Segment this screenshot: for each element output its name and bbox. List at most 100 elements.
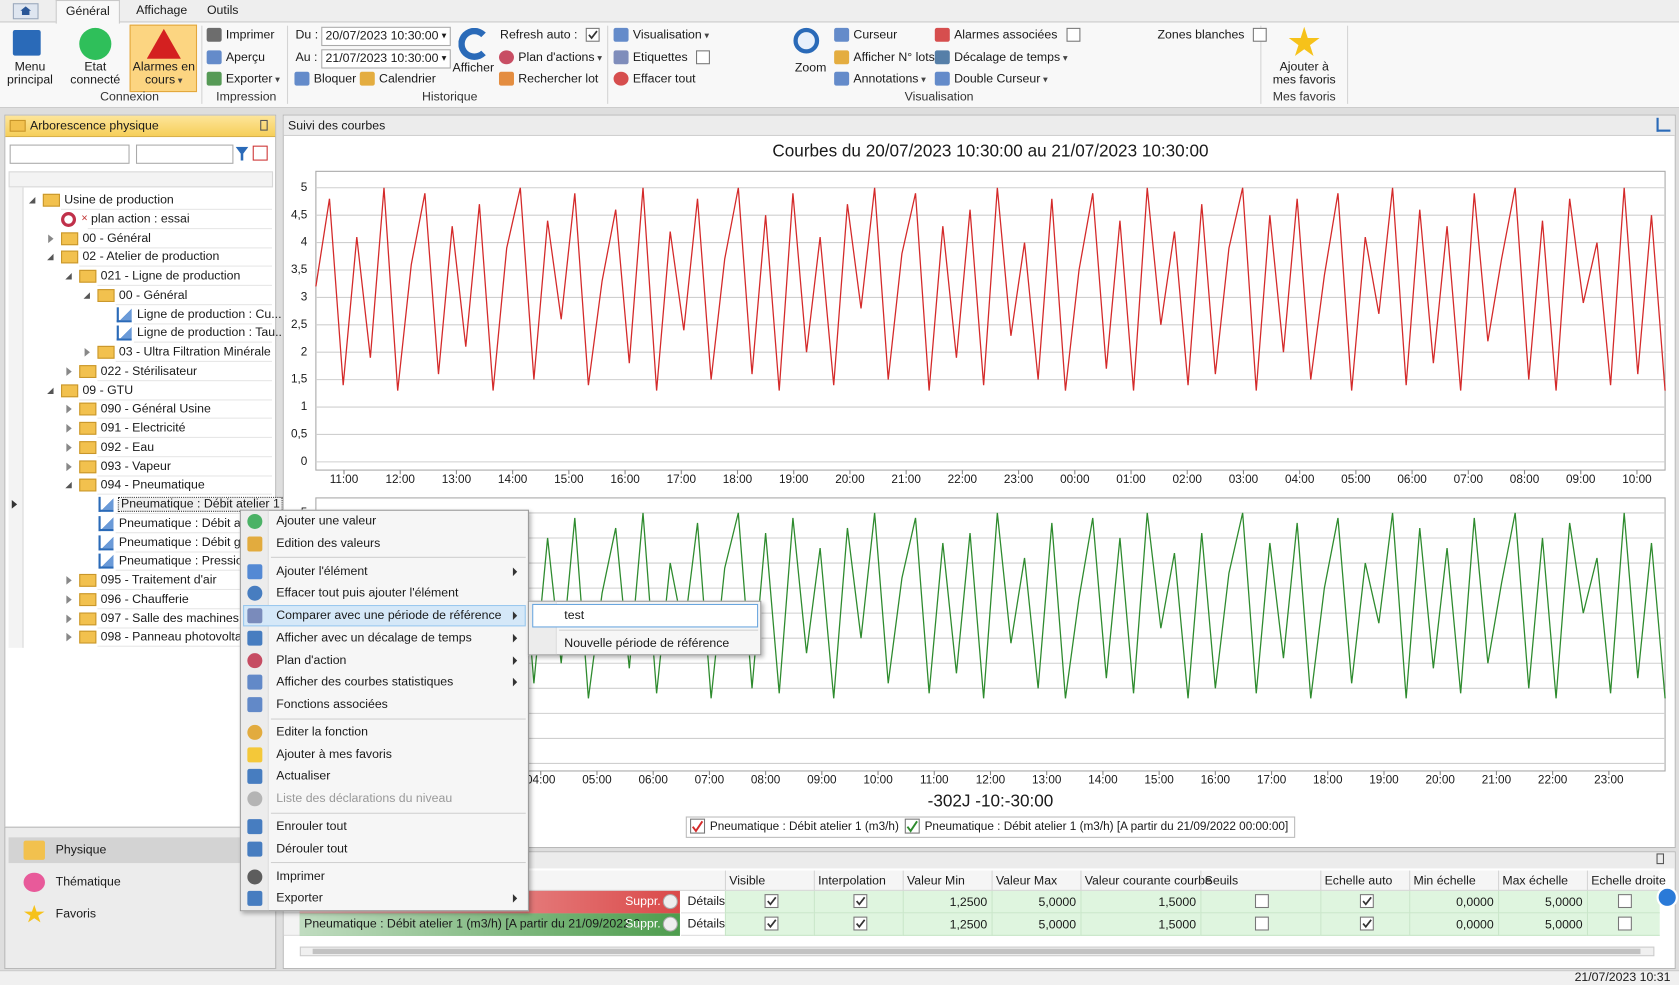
menu-item[interactable]: Editer la fonction: [276, 725, 369, 739]
tree-node[interactable]: 021 - Ligne de production: [100, 269, 241, 283]
tree-expander[interactable]: [48, 233, 54, 243]
menu-item[interactable]: Edition des valeurs: [276, 537, 381, 551]
ribbon-button[interactable]: Effacer tout: [632, 72, 696, 86]
delete-button[interactable]: Suppr.: [625, 895, 661, 909]
ribbon-button[interactable]: Visualisation: [633, 29, 709, 42]
tree-expander[interactable]: [66, 633, 72, 642]
checkbox[interactable]: [764, 894, 778, 909]
date-input[interactable]: 21/07/2023 10:30:00 ▾: [321, 49, 451, 69]
menu-item[interactable]: Comparer avec une période de référence: [276, 609, 502, 623]
ribbon-button[interactable]: Refresh auto :: [500, 28, 578, 42]
tree-expander[interactable]: [66, 424, 72, 433]
nav-item[interactable]: Physique: [55, 843, 107, 857]
tree-expander[interactable]: [65, 273, 72, 280]
ribbon-button[interactable]: Ajouter à mes favoris: [1272, 61, 1336, 87]
ribbon-button[interactable]: Alarmes associées: [954, 28, 1058, 42]
tree-node[interactable]: Pneumatique : Pression g: [118, 554, 260, 568]
tree-expander[interactable]: [66, 595, 72, 604]
filter-combo[interactable]: [9, 144, 130, 164]
ribbon-tab[interactable]: Outils: [206, 4, 239, 18]
tree-node[interactable]: Ligne de production : Cu...: [137, 307, 282, 321]
tree-expander[interactable]: [47, 387, 54, 394]
tree-node[interactable]: 00 - Général: [118, 288, 188, 302]
tree-node[interactable]: 03 - Ultra Filtration Minérale: [118, 345, 271, 359]
menu-item[interactable]: Imprimer: [276, 870, 325, 884]
tree-node[interactable]: Usine de production: [64, 193, 174, 207]
menu-item[interactable]: Actualiser: [276, 770, 331, 784]
tree-node[interactable]: 094 - Pneumatique: [100, 478, 205, 492]
tree-node[interactable]: 090 - Général Usine: [100, 402, 211, 416]
tree-expander[interactable]: [66, 367, 72, 376]
details-button[interactable]: Détails: [681, 913, 725, 936]
ribbon-button[interactable]: Zones blanches: [1157, 28, 1245, 42]
checkbox[interactable]: [1252, 27, 1267, 42]
tree-expander[interactable]: [65, 482, 72, 489]
menu-item[interactable]: Dérouler tout: [276, 842, 348, 856]
tree-node[interactable]: 097 - Salle des machines: [100, 611, 239, 625]
ribbon-button[interactable]: Afficher: [452, 62, 495, 75]
tree-node[interactable]: Pneumatique : Débit atelier 1: [117, 496, 284, 512]
filter-combo[interactable]: [135, 144, 234, 164]
checkbox[interactable]: [1066, 27, 1081, 42]
checkbox[interactable]: [852, 894, 867, 909]
ribbon-button[interactable]: Imprimer: [225, 28, 275, 42]
checkbox[interactable]: [852, 916, 867, 931]
ribbon-button[interactable]: Afficher N° lots: [853, 51, 935, 65]
tree-node[interactable]: Pneumatique : Débit géné: [118, 535, 262, 549]
tree-node[interactable]: 091 - Electricité: [100, 421, 186, 435]
tree-node[interactable]: 093 - Vapeur: [100, 459, 171, 473]
tree-expander[interactable]: [66, 443, 72, 452]
ribbon-icon[interactable]: [79, 27, 112, 60]
clear-filter-button[interactable]: [252, 145, 268, 161]
submenu-item[interactable]: Nouvelle période de référence: [564, 637, 730, 651]
checkbox[interactable]: [1617, 894, 1632, 909]
menu-item[interactable]: Ajouter l'élément: [276, 565, 368, 578]
tree-expander[interactable]: [84, 348, 90, 357]
menu-item[interactable]: Plan d'action: [276, 653, 347, 667]
ribbon-button[interactable]: Annotations: [853, 73, 926, 86]
tree-expander[interactable]: [47, 254, 54, 261]
tree-node[interactable]: 096 - Chaufferie: [100, 592, 189, 606]
checkbox[interactable]: [585, 27, 600, 42]
ribbon-button[interactable]: Etat connecté: [70, 61, 121, 87]
tree-expander[interactable]: [66, 462, 72, 471]
ribbon-icon[interactable]: [458, 27, 491, 60]
ribbon-button[interactable]: Alarmes en cours: [131, 61, 197, 87]
delete-button[interactable]: Suppr.: [625, 917, 661, 931]
ribbon-button[interactable]: Aperçu: [225, 51, 265, 65]
pin-icon[interactable]: [260, 119, 268, 131]
ribbon-tab[interactable]: Affichage: [136, 4, 188, 18]
tree-node[interactable]: 098 - Panneau photovoltaïque: [100, 630, 266, 644]
menu-item[interactable]: Ajouter une valeur: [276, 515, 377, 528]
menu-item[interactable]: Fonctions associées: [276, 698, 388, 711]
tree-expander[interactable]: [83, 292, 90, 299]
ribbon-button[interactable]: Au :: [295, 51, 318, 65]
ribbon-button[interactable]: Zoom: [794, 62, 827, 75]
ribbon-icon[interactable]: [793, 27, 820, 54]
tree-expander[interactable]: [28, 197, 36, 204]
palette-icon[interactable]: [662, 894, 678, 910]
ribbon-button[interactable]: Double Curseur: [954, 73, 1048, 86]
tree-node[interactable]: plan action : essai: [91, 212, 190, 226]
ribbon-button[interactable]: Décalage de temps: [954, 51, 1068, 64]
tree-node[interactable]: 022 - Stérilisateur: [100, 364, 198, 378]
checkbox[interactable]: [1617, 916, 1632, 931]
tree-expander[interactable]: [66, 614, 72, 623]
checkbox[interactable]: [1359, 894, 1374, 909]
submenu-item[interactable]: test: [564, 609, 585, 623]
menu-item[interactable]: Enrouler tout: [276, 820, 347, 834]
tree-node[interactable]: 095 - Traitement d'air: [100, 573, 217, 587]
palette-icon[interactable]: [662, 916, 678, 932]
nav-item[interactable]: Favoris: [55, 908, 97, 921]
menu-item[interactable]: Effacer tout puis ajouter l'élément: [276, 587, 459, 601]
ribbon-button[interactable]: Du :: [295, 28, 319, 42]
ribbon-button[interactable]: Menu principal: [7, 61, 53, 87]
tree-expander[interactable]: [66, 576, 72, 585]
checkbox[interactable]: [1359, 916, 1374, 931]
ribbon-button[interactable]: Exporter: [226, 73, 280, 86]
checkbox[interactable]: [764, 916, 778, 931]
ribbon-tab[interactable]: Général: [55, 0, 120, 24]
ribbon-button[interactable]: Etiquettes: [632, 51, 688, 65]
tree-node[interactable]: 02 - Atelier de production: [82, 250, 220, 264]
tree-node[interactable]: 00 - Général: [82, 231, 151, 245]
